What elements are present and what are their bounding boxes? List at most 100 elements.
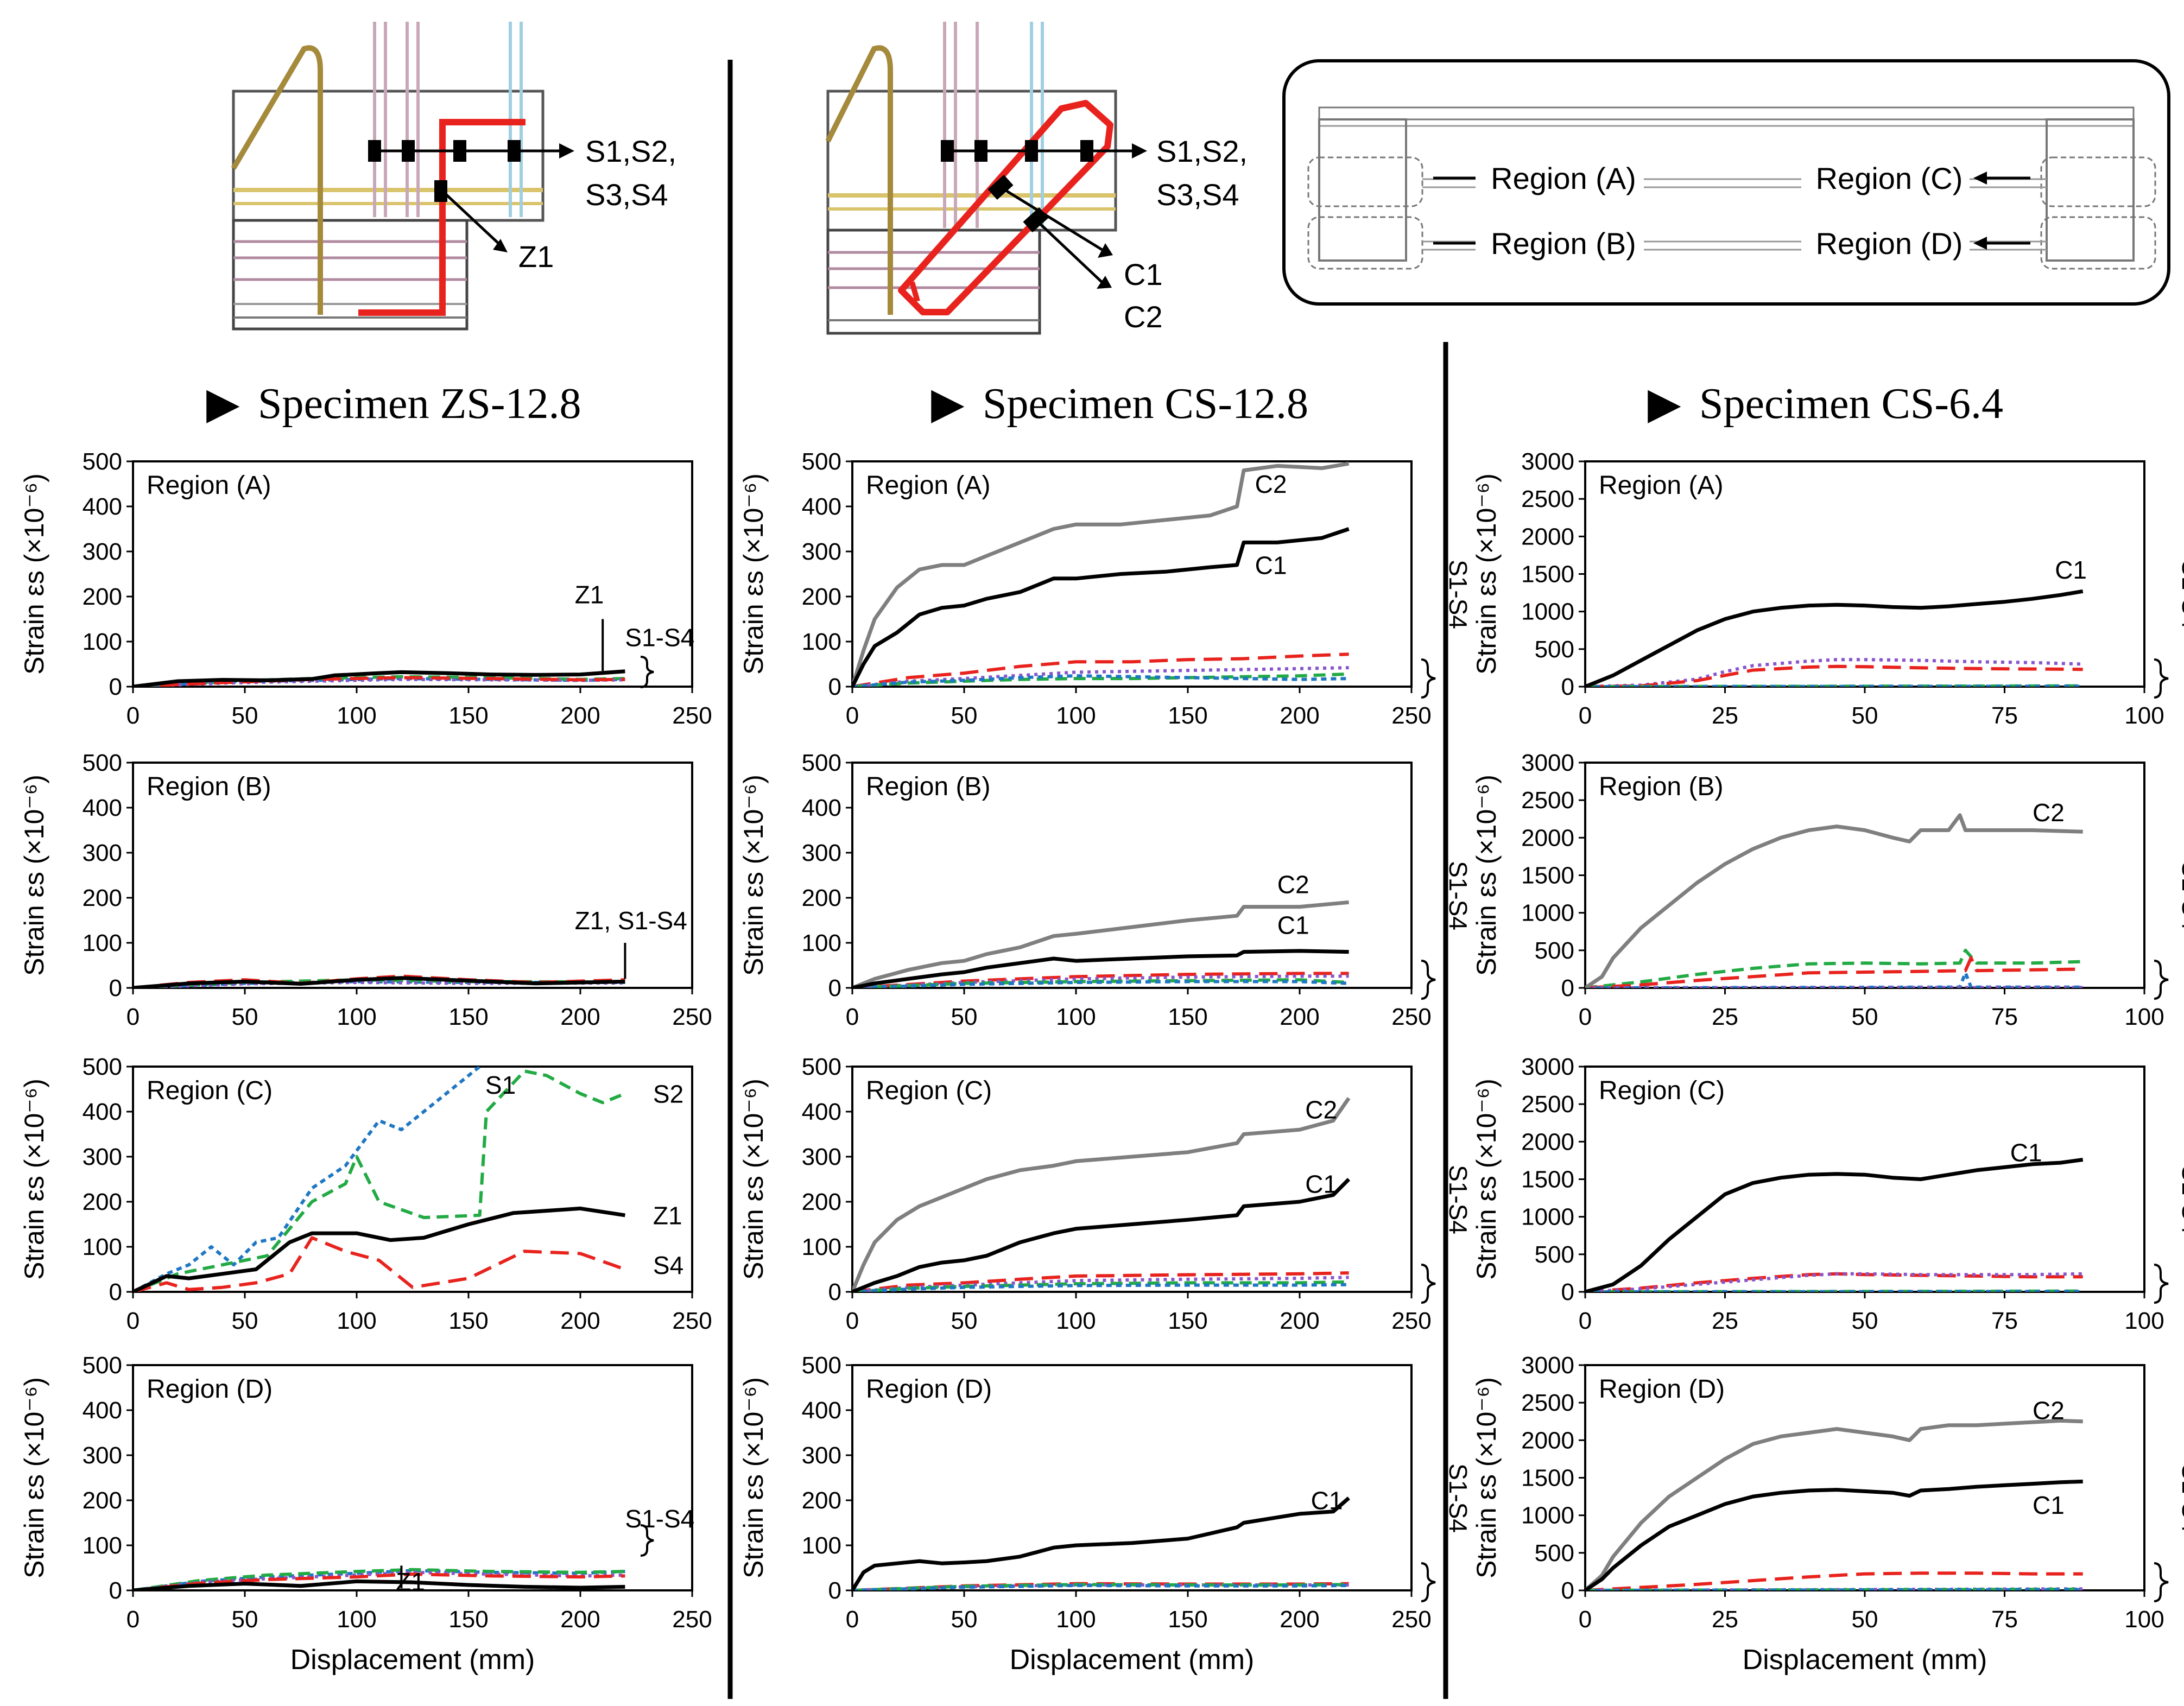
y-axis-label: Strain εs (×10⁻⁶)	[19, 775, 49, 976]
series-line-s3	[1585, 658, 2083, 687]
y-tick-label: 2000	[1521, 825, 1574, 851]
x-axis-label: Displacement (mm)	[1743, 1644, 1987, 1676]
x-tick-label: 250	[672, 1004, 712, 1030]
series-line-z1	[133, 1579, 625, 1590]
x-tick-label: 0	[1579, 1606, 1592, 1633]
series-line-s4	[1585, 956, 2083, 988]
y-tick-label: 1500	[1521, 1166, 1574, 1193]
annotation-c2: C2	[2033, 1397, 2065, 1425]
cs-detail-label-1: S1,S2,	[1156, 134, 1248, 168]
bracket-s1-s4	[2154, 960, 2169, 1000]
bracket-s1-s4	[1421, 658, 1436, 699]
plot-frame	[851, 762, 1413, 989]
chart-cs64-d: 0 500 1000 1500 2000 2500 3000 0 25 50 75 100 Region…	[1471, 1352, 2184, 1676]
series-line-s3	[1585, 1272, 2083, 1292]
series-line-c1	[1585, 1479, 2083, 1590]
y-axis-label: Strain εs (×10⁻⁶)	[19, 1377, 49, 1578]
x-tick-label: 150	[448, 1606, 488, 1633]
annotation-c2: C2	[2033, 798, 2065, 827]
chart-cs64-b: 0 500 1000 1500 2000 2500 3000 0 25 50 75 100 Region…	[1471, 750, 2184, 1030]
series-line-c2	[852, 461, 1350, 687]
y-tick-label: 2500	[1521, 1390, 1574, 1416]
x-tick-label: 0	[1579, 702, 1592, 729]
region-title: Region (B)	[1599, 772, 1723, 801]
y-tick-label: 2500	[1521, 486, 1574, 512]
annotation-c2: C2	[1255, 470, 1287, 498]
x-tick-label: 50	[951, 1606, 978, 1633]
label-s1-s4: S1-S4	[1444, 560, 1472, 629]
x-tick-label: 0	[846, 1606, 859, 1633]
y-tick-label: 300	[83, 538, 122, 565]
label-s1-s4: S1-S4	[2177, 1165, 2184, 1234]
y-tick-label: 500	[1535, 1241, 1574, 1268]
x-tick-label: 100	[2124, 702, 2164, 729]
y-tick-label: 0	[1561, 674, 1574, 700]
x-tick-label: 0	[846, 702, 859, 729]
y-tick-label: 100	[83, 930, 122, 956]
y-tick-label: 300	[83, 1442, 122, 1469]
x-tick-label: 100	[337, 1308, 376, 1334]
series-line-s1	[852, 1583, 1349, 1590]
series-line-s4	[133, 676, 625, 687]
series-line-s2	[1585, 948, 2083, 988]
y-tick-label: 200	[802, 584, 841, 610]
chart-zs-d: 0 100 200 300 400 500 0 50 100 150 200 250 Region (D…	[19, 1352, 712, 1676]
y-tick-label: 0	[109, 975, 122, 1001]
x-tick-label: 50	[951, 702, 978, 729]
x-tick-label: 100	[1056, 1308, 1096, 1334]
plot-frame	[132, 762, 693, 989]
annotation-s2: S2	[653, 1080, 683, 1108]
y-tick-label: 0	[109, 1577, 122, 1604]
series-line-s4	[1585, 664, 2083, 687]
x-tick-label: 150	[1168, 702, 1207, 729]
x-tick-label: 100	[1056, 1606, 1096, 1633]
y-axis-label: Strain εs (×10⁻⁶)	[738, 473, 769, 675]
x-tick-label: 50	[232, 702, 258, 729]
x-tick-label: 25	[1712, 1606, 1738, 1633]
x-tick-label: 250	[1391, 1308, 1431, 1334]
series-line-c1	[852, 1178, 1351, 1292]
series-line-s1	[1585, 1290, 2083, 1292]
x-tick-label: 50	[951, 1004, 978, 1030]
x-tick-label: 150	[448, 702, 488, 729]
y-tick-label: 500	[83, 750, 122, 776]
y-tick-label: 400	[83, 1397, 122, 1424]
y-tick-label: 400	[83, 795, 122, 821]
column-title-cs64-text: Specimen CS-6.4	[1699, 380, 2003, 428]
y-tick-label: 1000	[1521, 1502, 1574, 1529]
x-tick-label: 200	[560, 1606, 600, 1633]
y-tick-label: 2500	[1521, 787, 1574, 814]
annotation-c1: C1	[1311, 1487, 1343, 1515]
bracket-s1-s4	[2154, 1562, 2169, 1602]
x-tick-label: 200	[1280, 702, 1319, 729]
y-tick-label: 1000	[1521, 900, 1574, 927]
chart-cs12-d: 0 100 200 300 400 500 0 50 100 150 200 250 Region (D…	[738, 1352, 1472, 1676]
label-s1-s4: S1-S4	[1444, 861, 1472, 930]
x-tick-label: 0	[126, 1606, 140, 1633]
series-line-s1	[1585, 684, 2083, 687]
plot-frame	[851, 1066, 1413, 1293]
y-tick-label: 200	[83, 1487, 122, 1514]
y-tick-label: 1500	[1521, 862, 1574, 889]
series-line-s4	[852, 652, 1349, 687]
y-tick-label: 200	[802, 1487, 841, 1514]
chart-zs-a: 0 100 200 300 400 500 0 50 100 150 200 250 Region (A…	[19, 448, 712, 729]
y-tick-label: 500	[802, 750, 841, 776]
y-tick-label: 300	[802, 1144, 841, 1170]
chart-cs12-b: 0 100 200 300 400 500 0 50 100 150 200 250 Region (B…	[738, 750, 1472, 1030]
series-line-s4	[852, 1271, 1349, 1292]
plot-frame	[132, 1364, 693, 1591]
x-tick-label: 50	[1852, 702, 1878, 729]
y-tick-label: 0	[828, 1279, 841, 1305]
x-tick-label: 50	[232, 1308, 258, 1334]
x-tick-label: 100	[337, 702, 376, 729]
x-tick-label: 75	[1991, 1004, 2018, 1030]
y-tick-label: 400	[83, 1099, 122, 1125]
series-line-s1	[852, 1283, 1349, 1292]
y-tick-label: 500	[802, 448, 841, 475]
x-tick-label: 100	[1056, 1004, 1096, 1030]
series-line-c1	[852, 949, 1349, 988]
y-tick-label: 500	[83, 1054, 122, 1080]
region-title: Region (D)	[866, 1375, 992, 1404]
